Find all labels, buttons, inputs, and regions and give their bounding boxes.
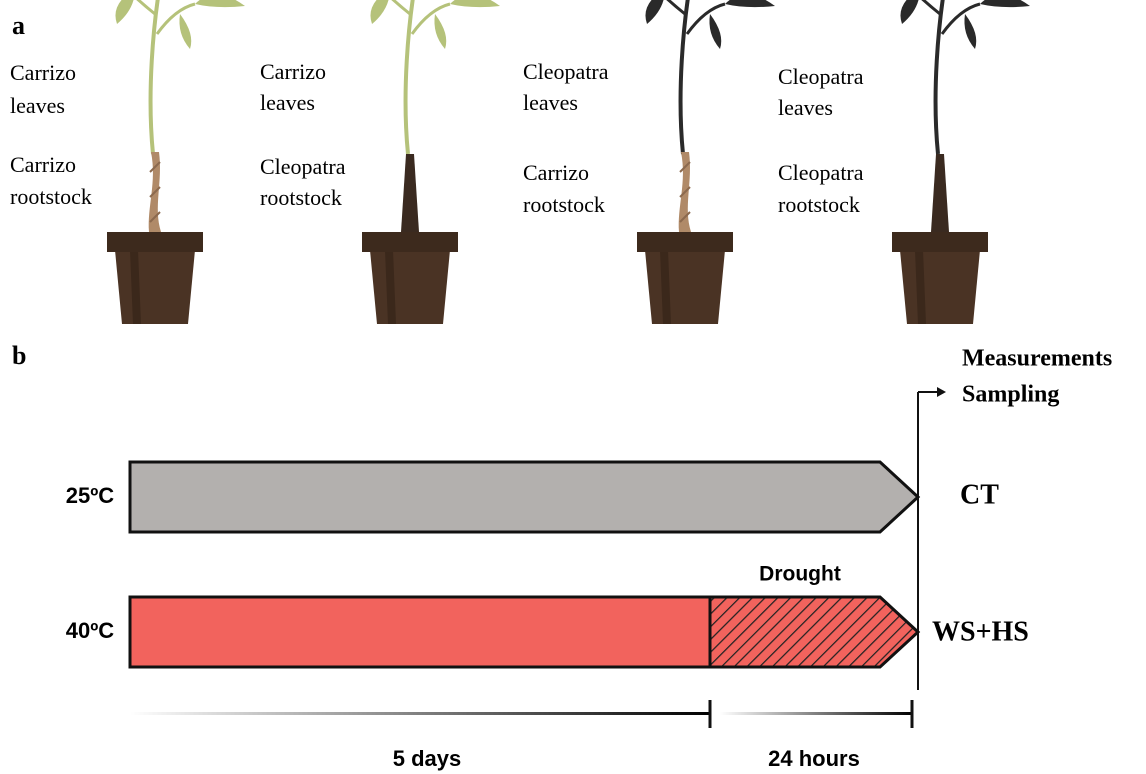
rootstock-label: Carrizo xyxy=(10,152,76,177)
plant xyxy=(348,0,500,324)
outcome: CT xyxy=(960,479,999,510)
pot xyxy=(362,232,458,324)
endpoint-label: Measurements xyxy=(962,346,1112,372)
rootstock-label: rootstock xyxy=(523,192,605,217)
rootstock-label: rootstock xyxy=(778,192,860,217)
control-bar xyxy=(130,462,918,532)
temperature: 40ºC xyxy=(66,618,115,643)
rootstock-label: rootstock xyxy=(260,185,342,210)
plant-leaves xyxy=(878,0,1030,154)
scion-label: leaves xyxy=(10,93,65,118)
panel-label: a xyxy=(12,11,25,40)
plant-leaves xyxy=(623,0,775,154)
duration: 5 days xyxy=(393,746,462,771)
plant-leaves xyxy=(93,0,245,154)
arrow-head xyxy=(937,387,946,397)
pot xyxy=(892,232,988,324)
scion-label: Cleopatra xyxy=(778,64,864,89)
heat-bar xyxy=(130,597,710,667)
plant-leaves xyxy=(348,0,500,154)
rootstock xyxy=(401,154,419,232)
plants: Carrizo leaves Carrizo rootstock Carrizo leav… xyxy=(10,0,1030,324)
endpoint-label: Sampling xyxy=(962,382,1059,408)
phase-label: Drought xyxy=(759,563,841,586)
pot xyxy=(637,232,733,324)
plant xyxy=(93,0,245,324)
panel-label: b xyxy=(12,341,26,370)
rootstock xyxy=(149,152,161,232)
plant xyxy=(878,0,1030,324)
rootstock xyxy=(931,154,949,232)
rootstock xyxy=(679,152,691,232)
scion-label: Carrizo xyxy=(260,59,326,84)
rootstock-label: Cleopatra xyxy=(260,154,346,179)
figure: Carrizo leaves Carrizo rootstock Carrizo leav… xyxy=(0,0,1146,774)
duration: 24 hours xyxy=(768,746,860,771)
temperature: 25ºC xyxy=(66,483,115,508)
scion-label: leaves xyxy=(523,90,578,115)
scion-label: Cleopatra xyxy=(523,59,609,84)
scion-label: leaves xyxy=(260,90,315,115)
plant xyxy=(623,0,775,324)
rootstock-label: Cleopatra xyxy=(778,160,864,185)
outcome: WS+HS xyxy=(932,616,1029,647)
rootstock-label: rootstock xyxy=(10,184,92,209)
drought-bar xyxy=(710,597,918,667)
timeline xyxy=(130,712,710,715)
rootstock-label: Carrizo xyxy=(523,160,589,185)
pot xyxy=(107,232,203,324)
scion-label: leaves xyxy=(778,95,833,120)
scion-label: Carrizo xyxy=(10,60,76,85)
timeline xyxy=(720,712,912,715)
